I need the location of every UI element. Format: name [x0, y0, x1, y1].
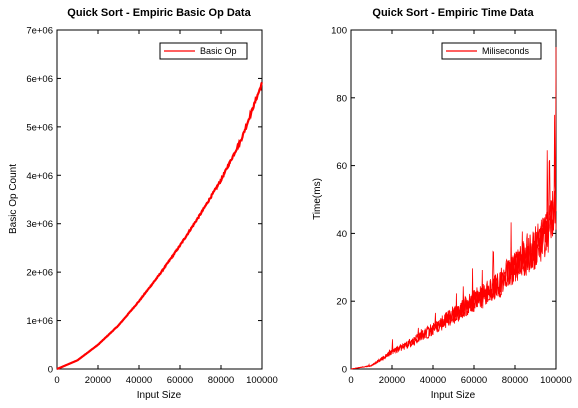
x-tick-label: 100000 [540, 375, 572, 386]
x-tick-label: 80000 [502, 375, 528, 386]
x-tick-label: 60000 [461, 375, 487, 386]
y-tick-label: 5e+06 [26, 122, 53, 133]
y-tick-label: 7e+06 [26, 26, 53, 37]
x-axis-label: Input Size [431, 390, 476, 401]
x-tick-label: 80000 [208, 375, 234, 386]
x-tick-label: 0 [54, 375, 59, 386]
y-tick-label: 2e+06 [26, 268, 53, 279]
x-tick-label: 100000 [246, 375, 278, 386]
x-axis-label: Input Size [137, 390, 182, 401]
legend: Miliseconds [441, 42, 542, 60]
legend-box [159, 42, 248, 60]
y-tick-label: 20 [336, 297, 347, 308]
y-tick-label: 100 [331, 26, 347, 37]
x-tick-label: 60000 [167, 375, 193, 386]
legend: Basic Op [159, 42, 248, 60]
y-tick-label: 4e+06 [26, 171, 53, 182]
legend-box [441, 42, 542, 60]
series-line [56, 81, 263, 371]
plot-frame [56, 29, 263, 370]
x-tick-label: 0 [348, 375, 353, 386]
time-chart: Quick Sort - Empiric Time Data 0 20000 400… [312, 7, 572, 401]
y-tick-label: 40 [336, 229, 347, 240]
x-tick-label: 40000 [126, 375, 152, 386]
series-line-band [350, 190, 557, 370]
basic-op-chart: Quick Sort - Empiric Basic Op Data 0 2000… [8, 7, 278, 401]
y-tick-label: 0 [342, 365, 347, 376]
y-tick-label: 3e+06 [26, 219, 53, 230]
chart-title: Quick Sort - Empiric Time Data [372, 7, 534, 19]
legend-label: Basic Op [200, 46, 237, 56]
x-tick-label: 20000 [85, 375, 111, 386]
x-tick-label: 40000 [420, 375, 446, 386]
y-tick-label: 80 [336, 93, 347, 104]
y-tick-label: 60 [336, 161, 347, 172]
series-line-band [350, 190, 557, 370]
legend-label: Miliseconds [482, 46, 530, 56]
chart-title: Quick Sort - Empiric Basic Op Data [67, 7, 251, 19]
y-tick-label: 1e+06 [26, 316, 53, 327]
y-tick-label: 0 [48, 365, 53, 376]
x-tick-label: 20000 [379, 375, 405, 386]
y-axis-label: Basic Op Count [8, 164, 19, 234]
y-axis-label: Time(ms) [312, 178, 323, 220]
y-tick-label: 6e+06 [26, 74, 53, 85]
